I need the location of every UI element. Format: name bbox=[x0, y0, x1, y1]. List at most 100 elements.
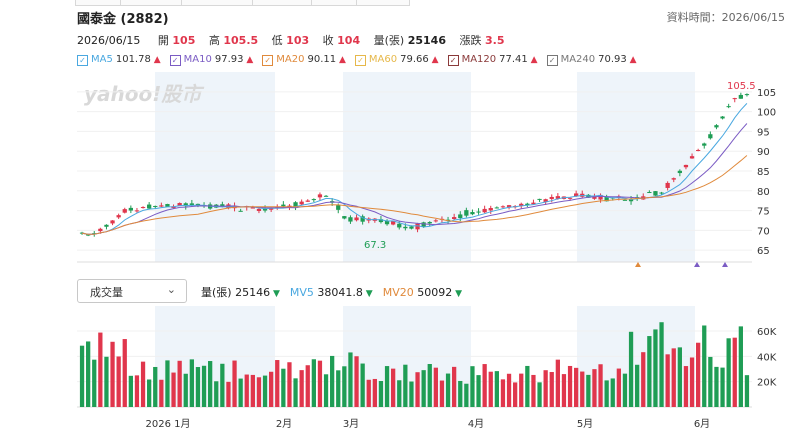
quote-bar: 2026/06/15 開 105 高 105.5 低 103 收 104 量(張… bbox=[77, 32, 514, 48]
volume-bar bbox=[244, 374, 249, 407]
x-tick-label: 2026 1月 bbox=[146, 418, 191, 430]
candle-body bbox=[720, 116, 725, 119]
ma-legend-item[interactable]: ✓ MA60 79.66 ▲ bbox=[354, 54, 439, 66]
volume-bar bbox=[452, 366, 457, 407]
ma-legend-item[interactable]: ✓ MA10 97.93 ▲ bbox=[169, 54, 254, 66]
candle-body bbox=[445, 219, 451, 221]
up-arrow-icon: ▲ bbox=[150, 55, 161, 65]
checkbox-icon[interactable]: ✓ bbox=[354, 55, 366, 66]
candle-body bbox=[415, 223, 420, 230]
volume-bar bbox=[610, 378, 615, 407]
candle-body bbox=[372, 218, 377, 221]
volume-bar bbox=[543, 370, 548, 407]
candle-body bbox=[177, 203, 182, 206]
up-arrow-icon: ▲ bbox=[243, 55, 254, 65]
x-tick-label: 2月 bbox=[276, 418, 292, 430]
stock-title: 國泰金 (2882) bbox=[77, 12, 169, 27]
tab[interactable] bbox=[252, 0, 312, 6]
candle-body bbox=[488, 208, 493, 211]
tab[interactable] bbox=[75, 0, 121, 6]
volume-bar bbox=[732, 337, 737, 407]
volume-bar bbox=[171, 372, 176, 407]
tab[interactable] bbox=[181, 0, 253, 6]
candle-body bbox=[714, 125, 719, 128]
volume-bar bbox=[86, 341, 91, 407]
price-tick-label: 95 bbox=[757, 127, 770, 138]
up-arrow-icon: ▲ bbox=[527, 55, 538, 65]
volume-bar bbox=[519, 373, 524, 407]
tab[interactable] bbox=[120, 0, 182, 6]
ma-legend-item[interactable]: ✓ MA240 70.93 ▲ bbox=[546, 54, 637, 66]
volume-bar bbox=[574, 367, 579, 407]
checkbox-icon[interactable]: ✓ bbox=[262, 55, 274, 66]
volume-bar bbox=[592, 369, 597, 407]
ma-value: 77.41 bbox=[499, 54, 528, 65]
volume-bar bbox=[165, 360, 170, 407]
candle-body bbox=[671, 178, 676, 180]
candle-body bbox=[702, 143, 707, 146]
volume-bar bbox=[653, 329, 658, 407]
top-tab-strip bbox=[0, 0, 810, 6]
candle-body bbox=[427, 222, 432, 224]
watermark: yahoo!股市 bbox=[84, 82, 204, 106]
volume-bar bbox=[134, 375, 140, 407]
event-marker-icon bbox=[635, 262, 641, 267]
ma-legend-item[interactable]: ✓ MA120 77.41 ▲ bbox=[447, 54, 538, 66]
volume-bar bbox=[311, 359, 316, 407]
price-tick-label: 105 bbox=[757, 88, 776, 99]
volume-bar bbox=[445, 373, 451, 407]
low-label: 低 bbox=[271, 34, 283, 47]
checkbox-icon[interactable]: ✓ bbox=[447, 55, 459, 66]
candle-body bbox=[299, 201, 304, 205]
month-band bbox=[577, 306, 695, 407]
volume-bar bbox=[250, 374, 255, 407]
candle-body bbox=[683, 164, 689, 168]
volume-bar bbox=[720, 367, 725, 407]
volume-bar bbox=[641, 352, 646, 407]
volume-stat-label: 量(張) bbox=[201, 286, 236, 299]
volume-bar bbox=[689, 357, 695, 407]
volume-bar bbox=[317, 360, 323, 407]
volume-bar bbox=[744, 375, 750, 407]
change-label: 漲跌 bbox=[459, 34, 482, 47]
checkbox-icon[interactable]: ✓ bbox=[546, 55, 558, 66]
volume-bar bbox=[665, 354, 670, 407]
ma-legend-item[interactable]: ✓ MA5 101.78 ▲ bbox=[77, 54, 161, 66]
ma-value: 90.11 bbox=[307, 54, 337, 65]
ma-value: 97.93 bbox=[214, 54, 244, 65]
candle-body bbox=[159, 205, 164, 207]
volume-bar bbox=[269, 371, 274, 407]
candle-body bbox=[610, 197, 615, 199]
candle-body bbox=[397, 223, 402, 228]
volume-bar bbox=[671, 348, 676, 407]
ma-legend-item[interactable]: ✓ MA20 90.11 ▲ bbox=[262, 54, 346, 66]
volume-bar bbox=[281, 368, 286, 407]
ma-value: 101.78 bbox=[115, 54, 151, 65]
volume-bar bbox=[537, 382, 542, 407]
candle-body bbox=[214, 204, 219, 208]
volume-bar bbox=[336, 370, 341, 407]
candle-body bbox=[604, 196, 609, 202]
volume-label: 量(張) bbox=[373, 34, 405, 47]
indicator-select[interactable]: 成交量 ⌄ bbox=[77, 279, 187, 303]
volume-bar bbox=[299, 370, 304, 407]
volume-bar bbox=[647, 336, 652, 407]
ma-line bbox=[81, 155, 748, 235]
month-band bbox=[155, 72, 275, 262]
volume-bar bbox=[220, 363, 225, 407]
tab[interactable] bbox=[356, 0, 410, 6]
candle-body bbox=[549, 196, 554, 199]
tab[interactable] bbox=[311, 0, 357, 6]
candle-body bbox=[482, 208, 487, 213]
candle-body bbox=[470, 212, 475, 215]
checkbox-icon[interactable]: ✓ bbox=[77, 55, 88, 66]
checkbox-icon[interactable]: ✓ bbox=[169, 55, 181, 66]
volume-bar bbox=[378, 381, 384, 407]
price-tick-label: 70 bbox=[757, 226, 770, 237]
volume-bar bbox=[104, 356, 109, 407]
ma-label: MA60 bbox=[368, 54, 398, 65]
volume-bar bbox=[659, 322, 664, 407]
volume-bar bbox=[275, 360, 280, 407]
candle-body bbox=[98, 228, 103, 232]
volume-bar bbox=[683, 366, 689, 407]
